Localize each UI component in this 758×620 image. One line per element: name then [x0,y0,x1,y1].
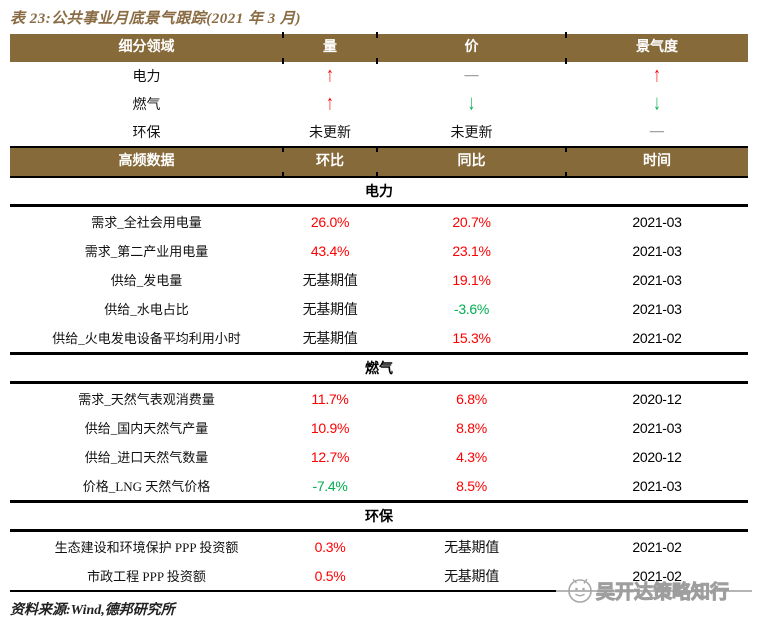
table-row: 供给_进口天然气数量 12.7% 4.3% 2020-12 [10,442,748,471]
header-mom: 环比 [282,146,377,178]
section-header-environment: 环保 [365,510,393,525]
table-row: 价格_LNG 天然气价格 -7.4% 8.5% 2021-03 [10,471,748,500]
watermark-mascot-icon [568,578,592,603]
date-value: 2020-12 [632,390,682,407]
date-value: 2021-02 [632,567,682,584]
header-date: 时间 [565,146,748,178]
divider [10,529,748,532]
metric-label: 供给_国内天然气产量 [84,421,209,436]
segment-label: 环保 [132,126,161,141]
header-yoy: 同比 [376,146,566,178]
date-value: 2021-03 [632,419,682,436]
table-row: 供给_水电占比 无基期值 -3.6% 2021-03 [10,294,748,323]
mom-value: 43.4% [310,242,350,259]
table-row: 供给_国内天然气产量 10.9% 8.8% 2021-03 [10,413,748,442]
metric-label: 供给_发电量 [110,273,183,288]
date-value: 2021-03 [632,477,682,494]
metric-label: 供给_进口天然气数量 [84,450,209,465]
sentiment-trend-arrow: ↓ [653,92,661,115]
header-hf-data: 高频数据 [118,154,175,169]
price-trend-arrow: ↓ [467,92,476,115]
mom-value: 无基期值 [302,331,358,347]
watermark-text: 吴开达策略知行 [595,581,730,603]
date-value: 2021-03 [632,271,682,288]
summary-row-electricity: 电力 ↑ — ↑ [10,62,748,90]
metric-label: 供给_水电占比 [104,302,189,317]
date-value: 2021-03 [632,213,682,230]
mom-value: 12.7% [310,448,350,465]
mom-value: 0.3% [314,538,346,555]
volume-trend-arrow: ↑ [326,92,334,115]
date-value: 2021-02 [632,538,682,555]
price-status-text: 未更新 [450,126,493,141]
utilities-table: 细分领域 量 价 景气度 电力 ↑ — ↑ 燃气 ↑ ↓ ↓ 环保 未更新 未更… [10,32,748,592]
mom-value: 无基期值 [302,302,358,318]
table-title: 表 23:公共事业月底景气跟踪(2021 年 3 月) [10,11,301,27]
table-row: 供给_发电量 无基期值 19.1% 2021-03 [10,265,748,294]
section-header-gas: 燃气 [365,362,393,377]
yoy-value: 无基期值 [444,569,499,585]
yoy-value: 4.3% [456,448,487,465]
yoy-value: 23.1% [452,242,491,259]
divider [10,146,748,148]
source-note: 资料来源:Wind,德邦研究所 [10,603,175,618]
date-value: 2021-03 [632,242,682,259]
header-volume: 量 [282,32,377,64]
divider [10,381,748,384]
header-segment: 细分领域 [118,40,175,55]
table-row: 生态建设和环境保护 PPP 投资额 0.3% 无基期值 2021-02 [10,532,748,561]
divider [10,176,748,178]
yoy-value: -3.6% [453,300,490,317]
date-value: 2020-12 [632,448,682,465]
segment-label: 电力 [132,70,161,85]
divider [10,500,748,503]
header-sentiment: 景气度 [565,32,748,64]
metric-label: 需求_全社会用电量 [91,215,202,230]
summary-header-row: 细分领域 量 价 景气度 [10,32,748,64]
summary-row-environment: 环保 未更新 未更新 — [10,118,748,146]
divider [10,352,748,355]
metric-label: 需求_天然气表观消费量 [78,392,215,407]
date-value: 2021-02 [632,329,682,346]
metric-label: 供给_火电发电设备平均利用小时 [52,331,241,346]
summary-row-gas: 燃气 ↑ ↓ ↓ [10,90,748,118]
table-row: 需求_天然气表观消费量 11.7% 6.8% 2020-12 [10,384,748,413]
mom-value: 0.5% [314,567,346,584]
table-bottom-rule [10,590,562,592]
yoy-value: 8.8% [456,419,487,436]
volume-trend-arrow: ↑ [326,64,334,87]
sentiment-trend-dash: — [650,124,664,139]
yoy-value: 无基期值 [444,540,499,556]
mom-value: -7.4% [312,477,348,494]
volume-status-text: 未更新 [309,126,351,141]
yoy-value: 15.3% [452,329,491,346]
metric-label: 生态建设和环境保护 PPP 投资额 [54,540,239,555]
watermark-line [556,590,752,592]
yoy-value: 19.1% [452,271,491,288]
sentiment-trend-arrow: ↑ [653,64,661,87]
price-trend-dash: — [464,68,479,83]
metric-label: 价格_LNG 天然气价格 [82,479,211,494]
metric-label: 市政工程 PPP 投资额 [87,569,206,584]
table-row: 供给_火电发电设备平均利用小时 无基期值 15.3% 2021-02 [10,323,748,352]
divider [10,204,748,207]
metric-label: 需求_第二产业用电量 [84,244,209,259]
segment-label: 燃气 [132,98,161,113]
mom-value: 11.7% [311,390,349,407]
yoy-value: 6.8% [456,390,487,407]
mom-value: 无基期值 [302,273,358,289]
section-header-electricity: 电力 [365,185,393,200]
header-price: 价 [376,32,566,64]
yoy-value: 8.5% [456,477,487,494]
mom-value: 26.0% [310,213,350,230]
mom-value: 10.9% [310,419,350,436]
table-row: 市政工程 PPP 投资额 0.5% 无基期值 2021-02 [10,561,748,590]
table-row: 需求_第二产业用电量 43.4% 23.1% 2021-03 [10,236,748,265]
watermark: 吴开达策略知行 [556,575,754,607]
date-value: 2021-03 [632,300,682,317]
detail-header-row: 高频数据 环比 同比 时间 [10,146,748,178]
table-row: 需求_全社会用电量 26.0% 20.7% 2021-03 [10,207,748,236]
yoy-value: 20.7% [452,213,491,230]
